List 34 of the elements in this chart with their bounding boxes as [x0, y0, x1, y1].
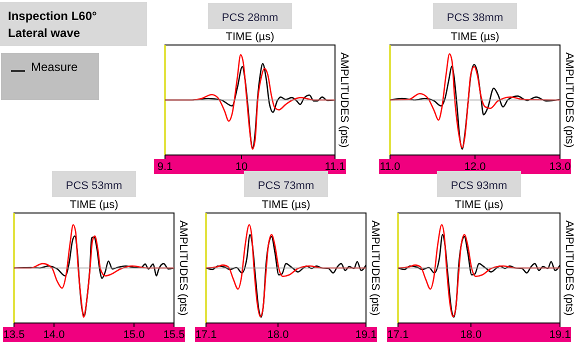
x-tick-label: 17.1 [387, 329, 409, 341]
x-tick-label: 11.0 [380, 161, 400, 173]
x-tick-label: 18.0 [267, 329, 289, 341]
x-tick-label: 9.1 [157, 161, 173, 173]
x-tick-label: 10 [235, 161, 248, 173]
y-axis-title: AMPLITUDES (pts) [177, 220, 189, 316]
x-axis-title: TIME (µs) [450, 31, 500, 43]
y-axis-title: AMPLITUDES (pts) [369, 220, 381, 316]
x-tick-label: 15.0 [123, 329, 145, 341]
chart-title: PCS 73mm [258, 180, 314, 192]
x-tick-label: 14.0 [43, 329, 65, 341]
x-axis-title: TIME (µs) [454, 199, 504, 211]
x-tick-label: 18.0 [460, 329, 482, 341]
chart-title: PCS 28mm [222, 12, 278, 24]
x-axis-title: TIME (µs) [226, 31, 274, 43]
text: Inspection L60° [8, 9, 98, 23]
x-tick-label: 11.1 [324, 161, 346, 173]
y-axis-title: AMPLITUDES (pts) [563, 52, 575, 148]
x-tick-label: 19.1 [549, 329, 571, 341]
x-tick-label: 19.1 [355, 329, 377, 341]
x-tick-label: 12.0 [464, 161, 486, 173]
x-axis-title: TIME (µs) [70, 199, 118, 211]
x-tick-label: 15.5 [163, 329, 185, 341]
legend-label: Measure [31, 60, 78, 74]
x-tick-label: 13.5 [3, 329, 25, 341]
x-tick-label: 13.0 [549, 161, 571, 173]
x-axis-title: TIME (µs) [262, 199, 310, 211]
chart-title: PCS 38mm [446, 12, 504, 24]
x-tick-label: 17.1 [195, 329, 217, 341]
text: Lateral wave [8, 26, 80, 40]
chart-title: PCS 93mm [450, 180, 508, 192]
y-axis-title: AMPLITUDES (pts) [563, 220, 575, 316]
chart-title: PCS 53mm [66, 180, 122, 192]
y-axis-title: AMPLITUDES (pts) [338, 52, 350, 148]
